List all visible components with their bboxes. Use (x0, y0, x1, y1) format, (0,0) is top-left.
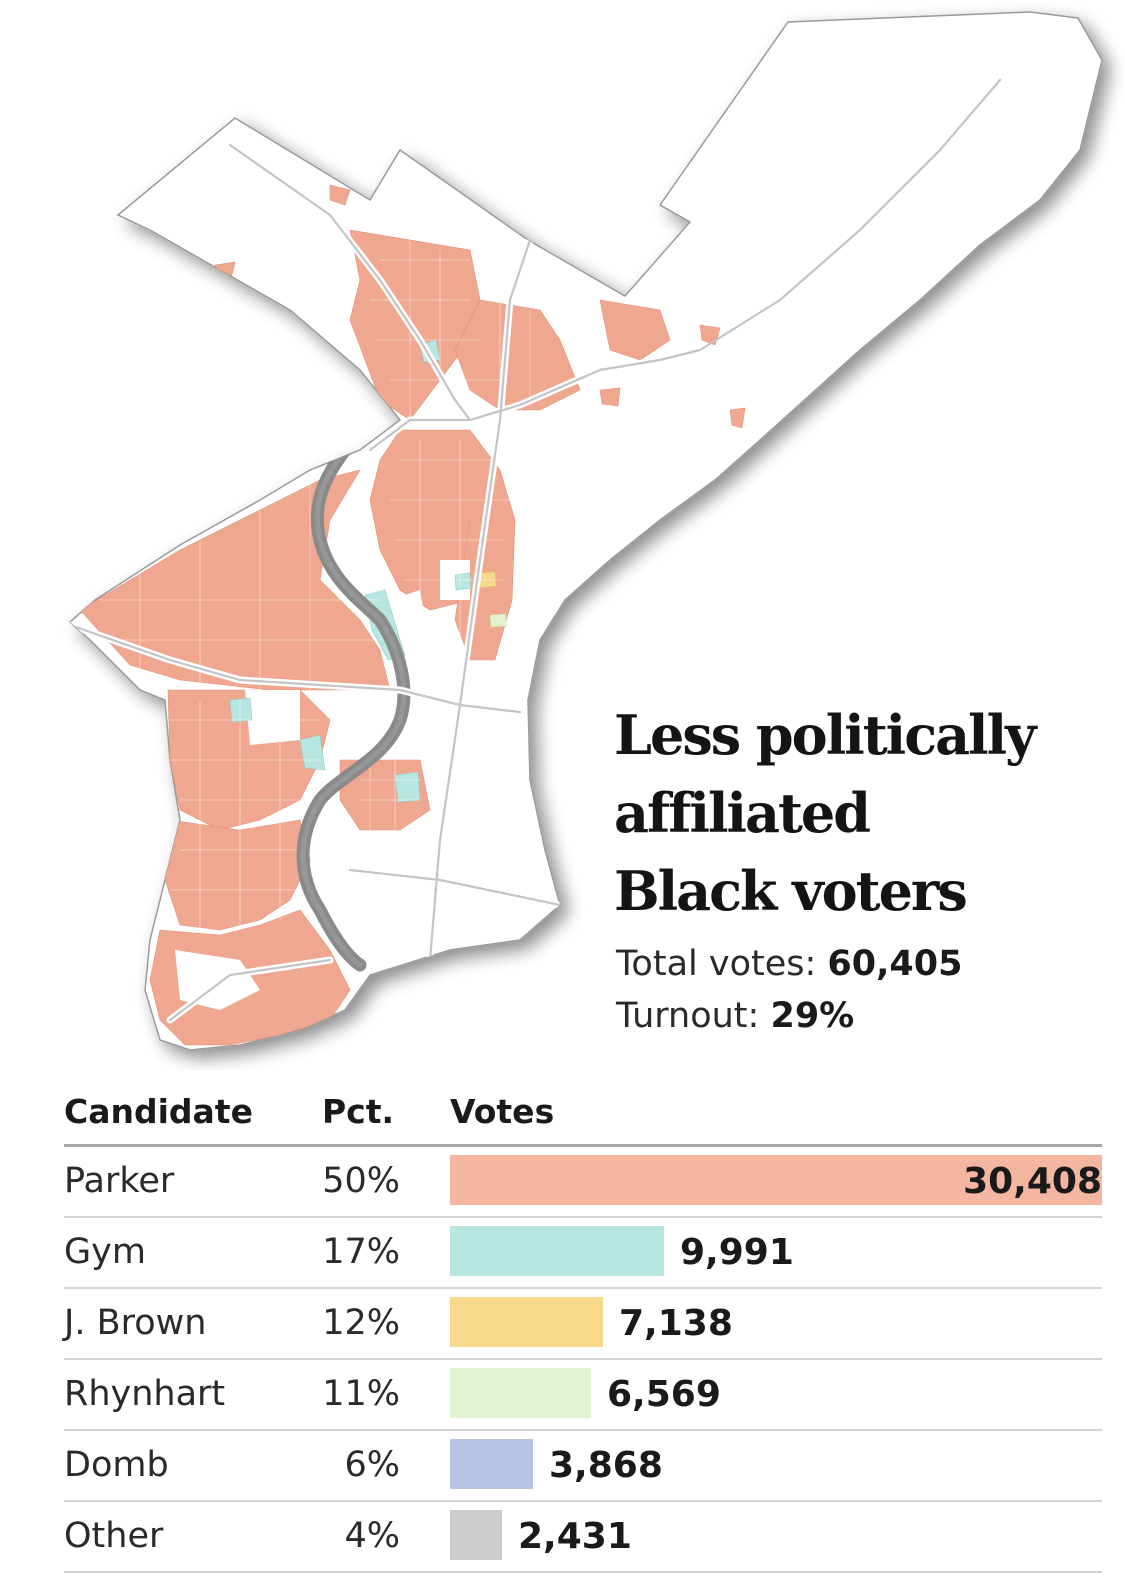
votes-bar (450, 1510, 502, 1560)
header-votes: Votes (450, 1092, 555, 1131)
votes-label: 6,569 (607, 1374, 721, 1415)
votes-bar (450, 1226, 664, 1276)
votes-bar (450, 1155, 1102, 1205)
table-header: Candidate Pct. Votes (64, 1086, 1102, 1147)
results-table: Candidate Pct. Votes Parker 50% 30,408 G… (64, 1086, 1102, 1573)
turnout-label: Turnout: (616, 996, 760, 1036)
votes-bar (450, 1439, 533, 1489)
candidate-name: Domb (64, 1445, 169, 1485)
header-pct: Pct. (322, 1092, 395, 1131)
candidate-pct: 6% (344, 1445, 400, 1485)
candidate-name: Rhynhart (64, 1374, 226, 1414)
table-row: Gym 17% 9,991 (64, 1218, 1102, 1289)
candidate-pct: 4% (344, 1516, 400, 1556)
votes-label: 3,868 (549, 1445, 663, 1486)
candidate-name: J. Brown (64, 1303, 207, 1343)
turnout-value: 29% (770, 996, 855, 1036)
title-line-1: Less politically (614, 703, 1036, 767)
table-row: Parker 50% 30,408 (64, 1147, 1102, 1218)
table-row: J. Brown 12% 7,138 (64, 1289, 1102, 1360)
candidate-name: Parker (64, 1161, 175, 1201)
candidate-pct: 50% (322, 1161, 400, 1201)
candidate-name: Other (64, 1516, 164, 1556)
candidate-pct: 11% (322, 1374, 400, 1414)
votes-label: 7,138 (619, 1303, 733, 1344)
votes-label: 9,991 (680, 1232, 794, 1273)
table-row: Other 4% 2,431 (64, 1502, 1102, 1573)
turnout: Turnout: 29% (616, 996, 854, 1036)
precinct-map (68, 11, 1103, 1051)
title-line-3: Black voters (614, 859, 968, 923)
votes-bar (450, 1297, 603, 1347)
votes-label: 30,408 (963, 1161, 1102, 1202)
table-row: Domb 6% 3,868 (64, 1431, 1102, 1502)
title-line-2: affiliated (614, 781, 871, 845)
map-title: Less politically affiliated Black voters (614, 696, 1094, 930)
candidate-name: Gym (64, 1232, 146, 1272)
total-votes: Total votes: 60,405 (616, 944, 962, 984)
total-votes-label: Total votes: (616, 944, 817, 984)
candidate-pct: 17% (322, 1232, 400, 1272)
votes-label: 2,431 (518, 1516, 632, 1557)
table-row: Rhynhart 11% 6,569 (64, 1360, 1102, 1431)
votes-bar (450, 1368, 591, 1418)
header-candidate: Candidate (64, 1092, 253, 1131)
total-votes-value: 60,405 (827, 944, 963, 984)
candidate-pct: 12% (322, 1303, 400, 1343)
